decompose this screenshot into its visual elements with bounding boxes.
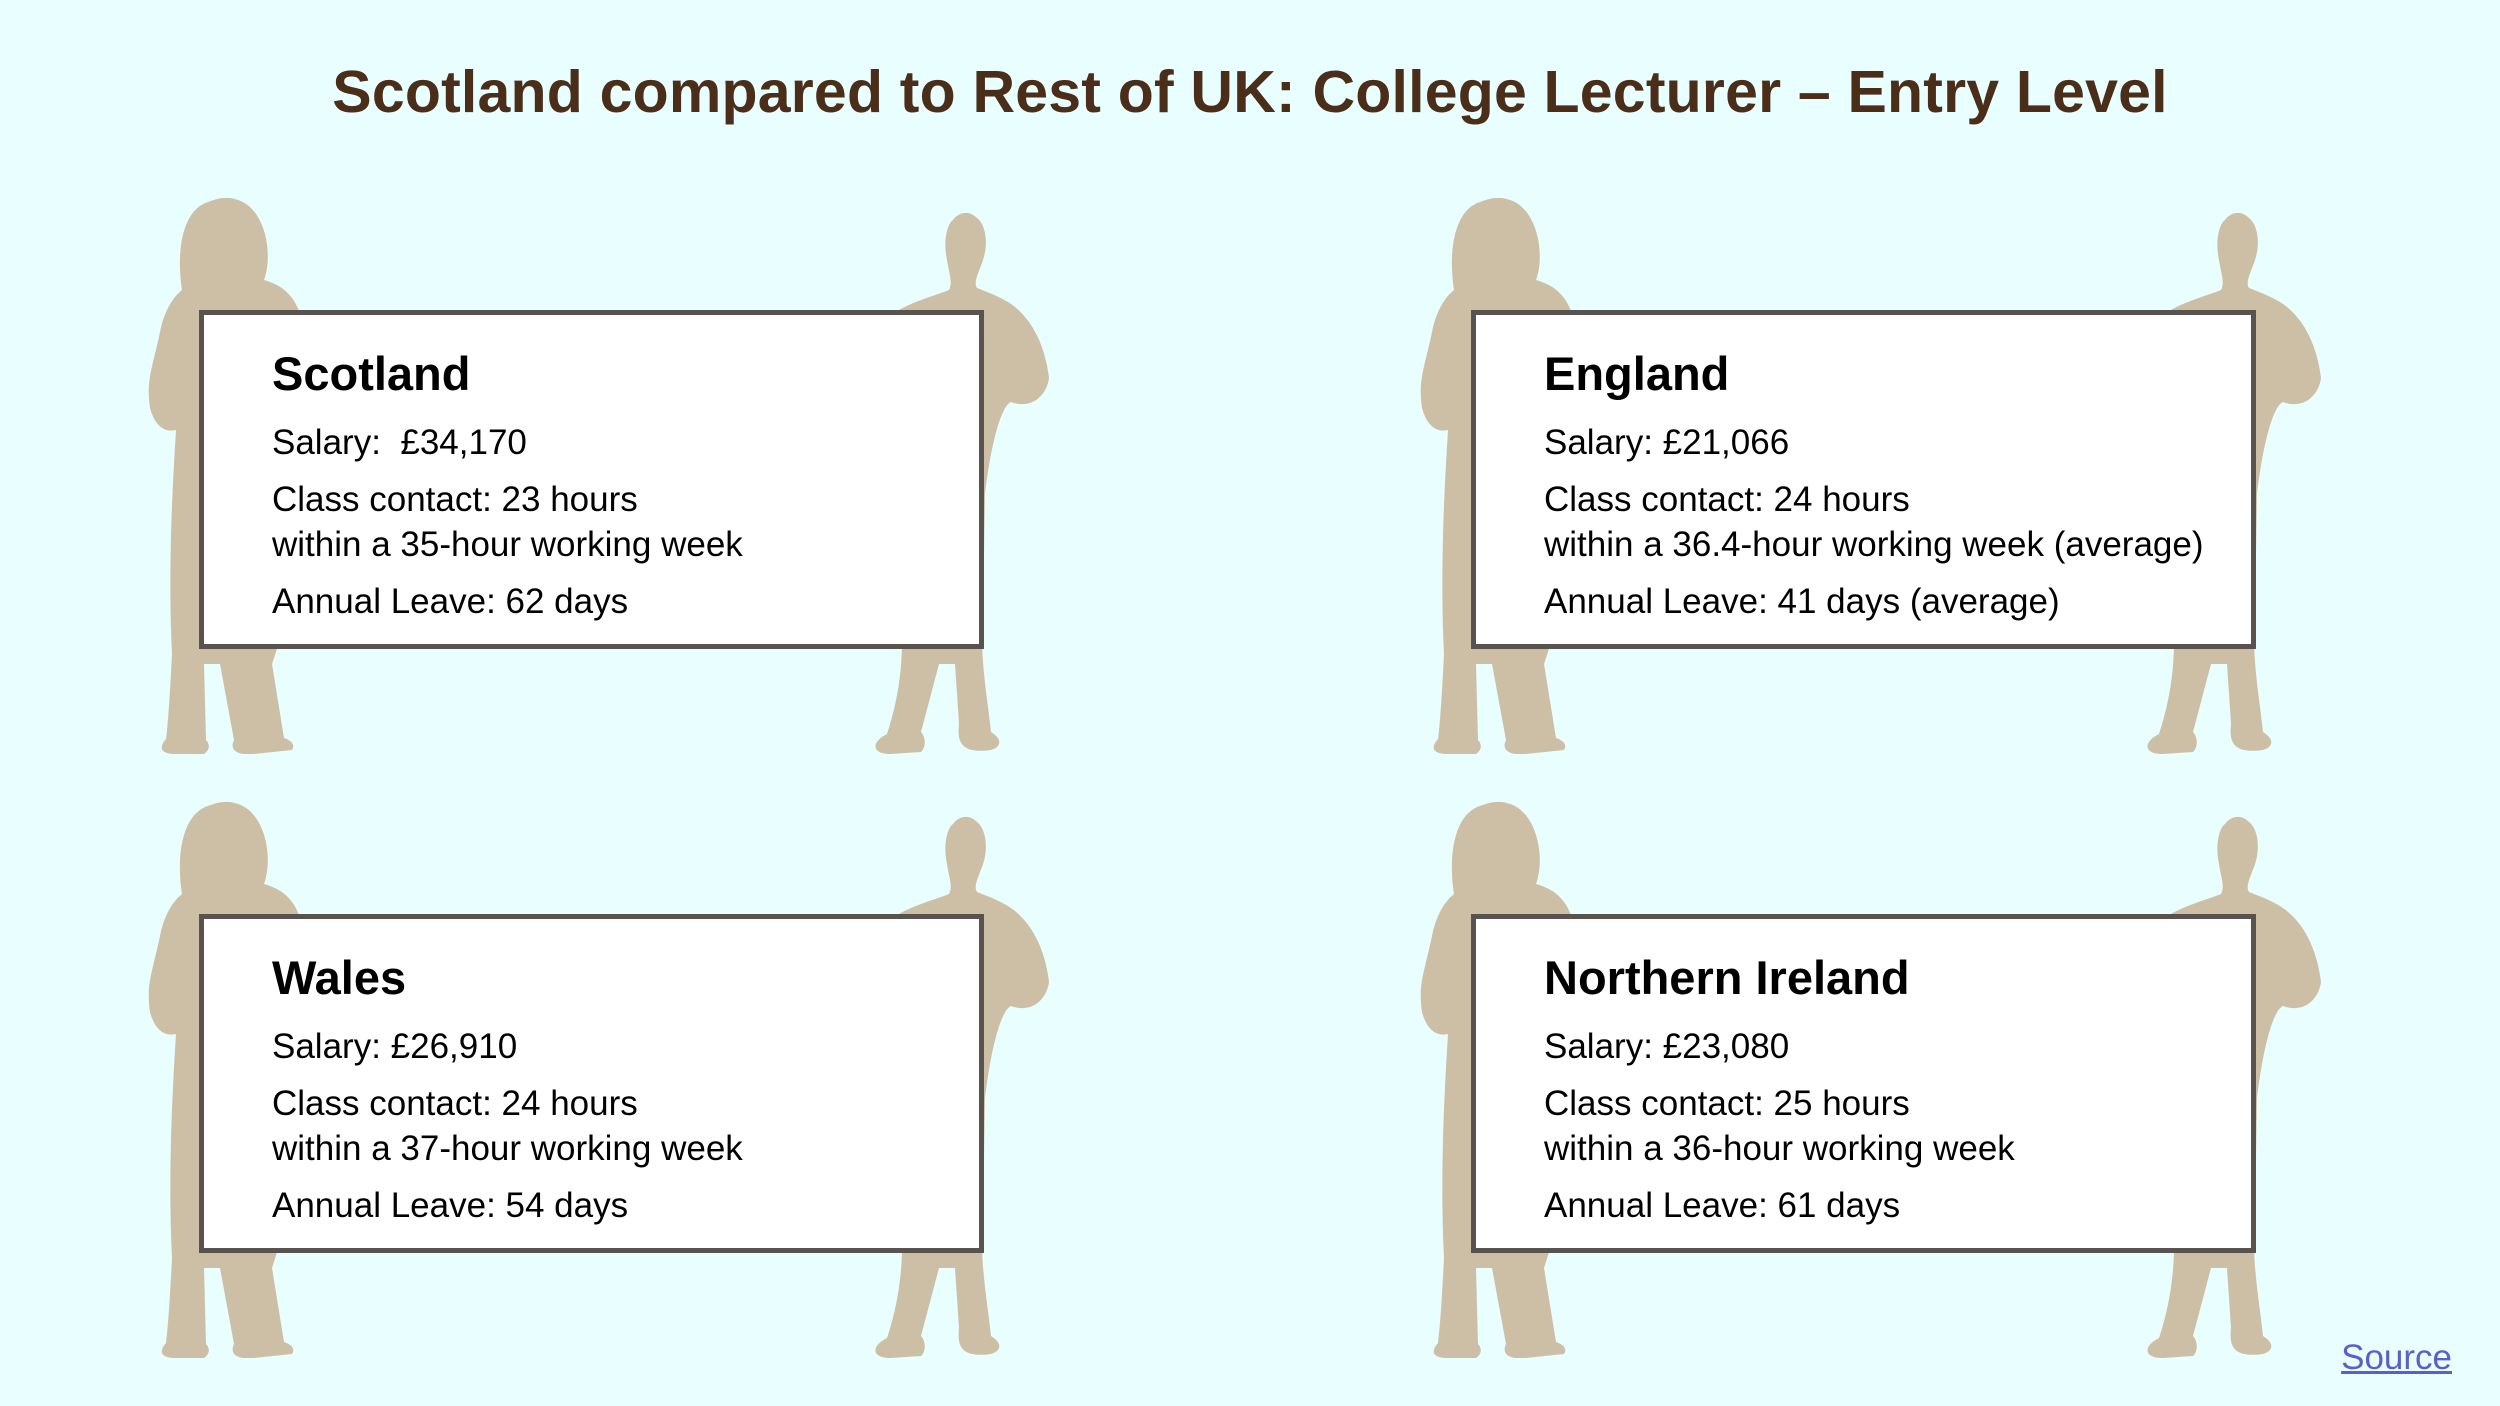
region-card: Scotland Salary: £34,170 Class contact: … bbox=[199, 310, 984, 649]
annual-leave-text: Annual Leave: 61 days bbox=[1544, 1186, 1901, 1226]
class-contact-text: Class contact: 24 hours bbox=[1544, 480, 1910, 520]
region-card: Northern Ireland Salary: £23,080 Class c… bbox=[1471, 914, 2256, 1253]
page-title: Scotland compared to Rest of UK: College… bbox=[332, 59, 2168, 125]
working-week-text: within a 35-hour working week bbox=[272, 525, 743, 565]
region-panel-northern-ireland: Northern Ireland Salary: £23,080 Class c… bbox=[1418, 798, 2418, 1378]
region-name: England bbox=[1544, 347, 1730, 400]
region-card: England Salary: £21,066 Class contact: 2… bbox=[1471, 310, 2256, 649]
region-name: Northern Ireland bbox=[1544, 951, 1910, 1004]
salary-text: Salary: £23,080 bbox=[1544, 1027, 1790, 1067]
working-week-text: within a 36.4-hour working week (average… bbox=[1544, 525, 2204, 565]
region-name: Wales bbox=[272, 951, 407, 1004]
annual-leave-text: Annual Leave: 54 days bbox=[272, 1186, 629, 1226]
working-week-text: within a 37-hour working week bbox=[272, 1129, 743, 1169]
annual-leave-text: Annual Leave: 41 days (average) bbox=[1544, 582, 2060, 622]
salary-text: Salary: £21,066 bbox=[1544, 423, 1790, 463]
working-week-text: within a 36-hour working week bbox=[1544, 1129, 2015, 1169]
class-contact-text: Class contact: 23 hours bbox=[272, 480, 638, 520]
region-panel-england: England Salary: £21,066 Class contact: 2… bbox=[1418, 194, 2418, 774]
region-panel-wales: Wales Salary: £26,910 Class contact: 24 … bbox=[146, 798, 1146, 1378]
salary-text: Salary: £34,170 bbox=[272, 423, 527, 463]
region-panel-scotland: Scotland Salary: £34,170 Class contact: … bbox=[146, 194, 1146, 774]
salary-text: Salary: £26,910 bbox=[272, 1027, 518, 1067]
source-link[interactable]: Source bbox=[2341, 1338, 2452, 1377]
class-contact-text: Class contact: 24 hours bbox=[272, 1084, 638, 1124]
class-contact-text: Class contact: 25 hours bbox=[1544, 1084, 1910, 1124]
region-card: Wales Salary: £26,910 Class contact: 24 … bbox=[199, 914, 984, 1253]
region-name: Scotland bbox=[272, 347, 471, 400]
annual-leave-text: Annual Leave: 62 days bbox=[272, 582, 629, 622]
